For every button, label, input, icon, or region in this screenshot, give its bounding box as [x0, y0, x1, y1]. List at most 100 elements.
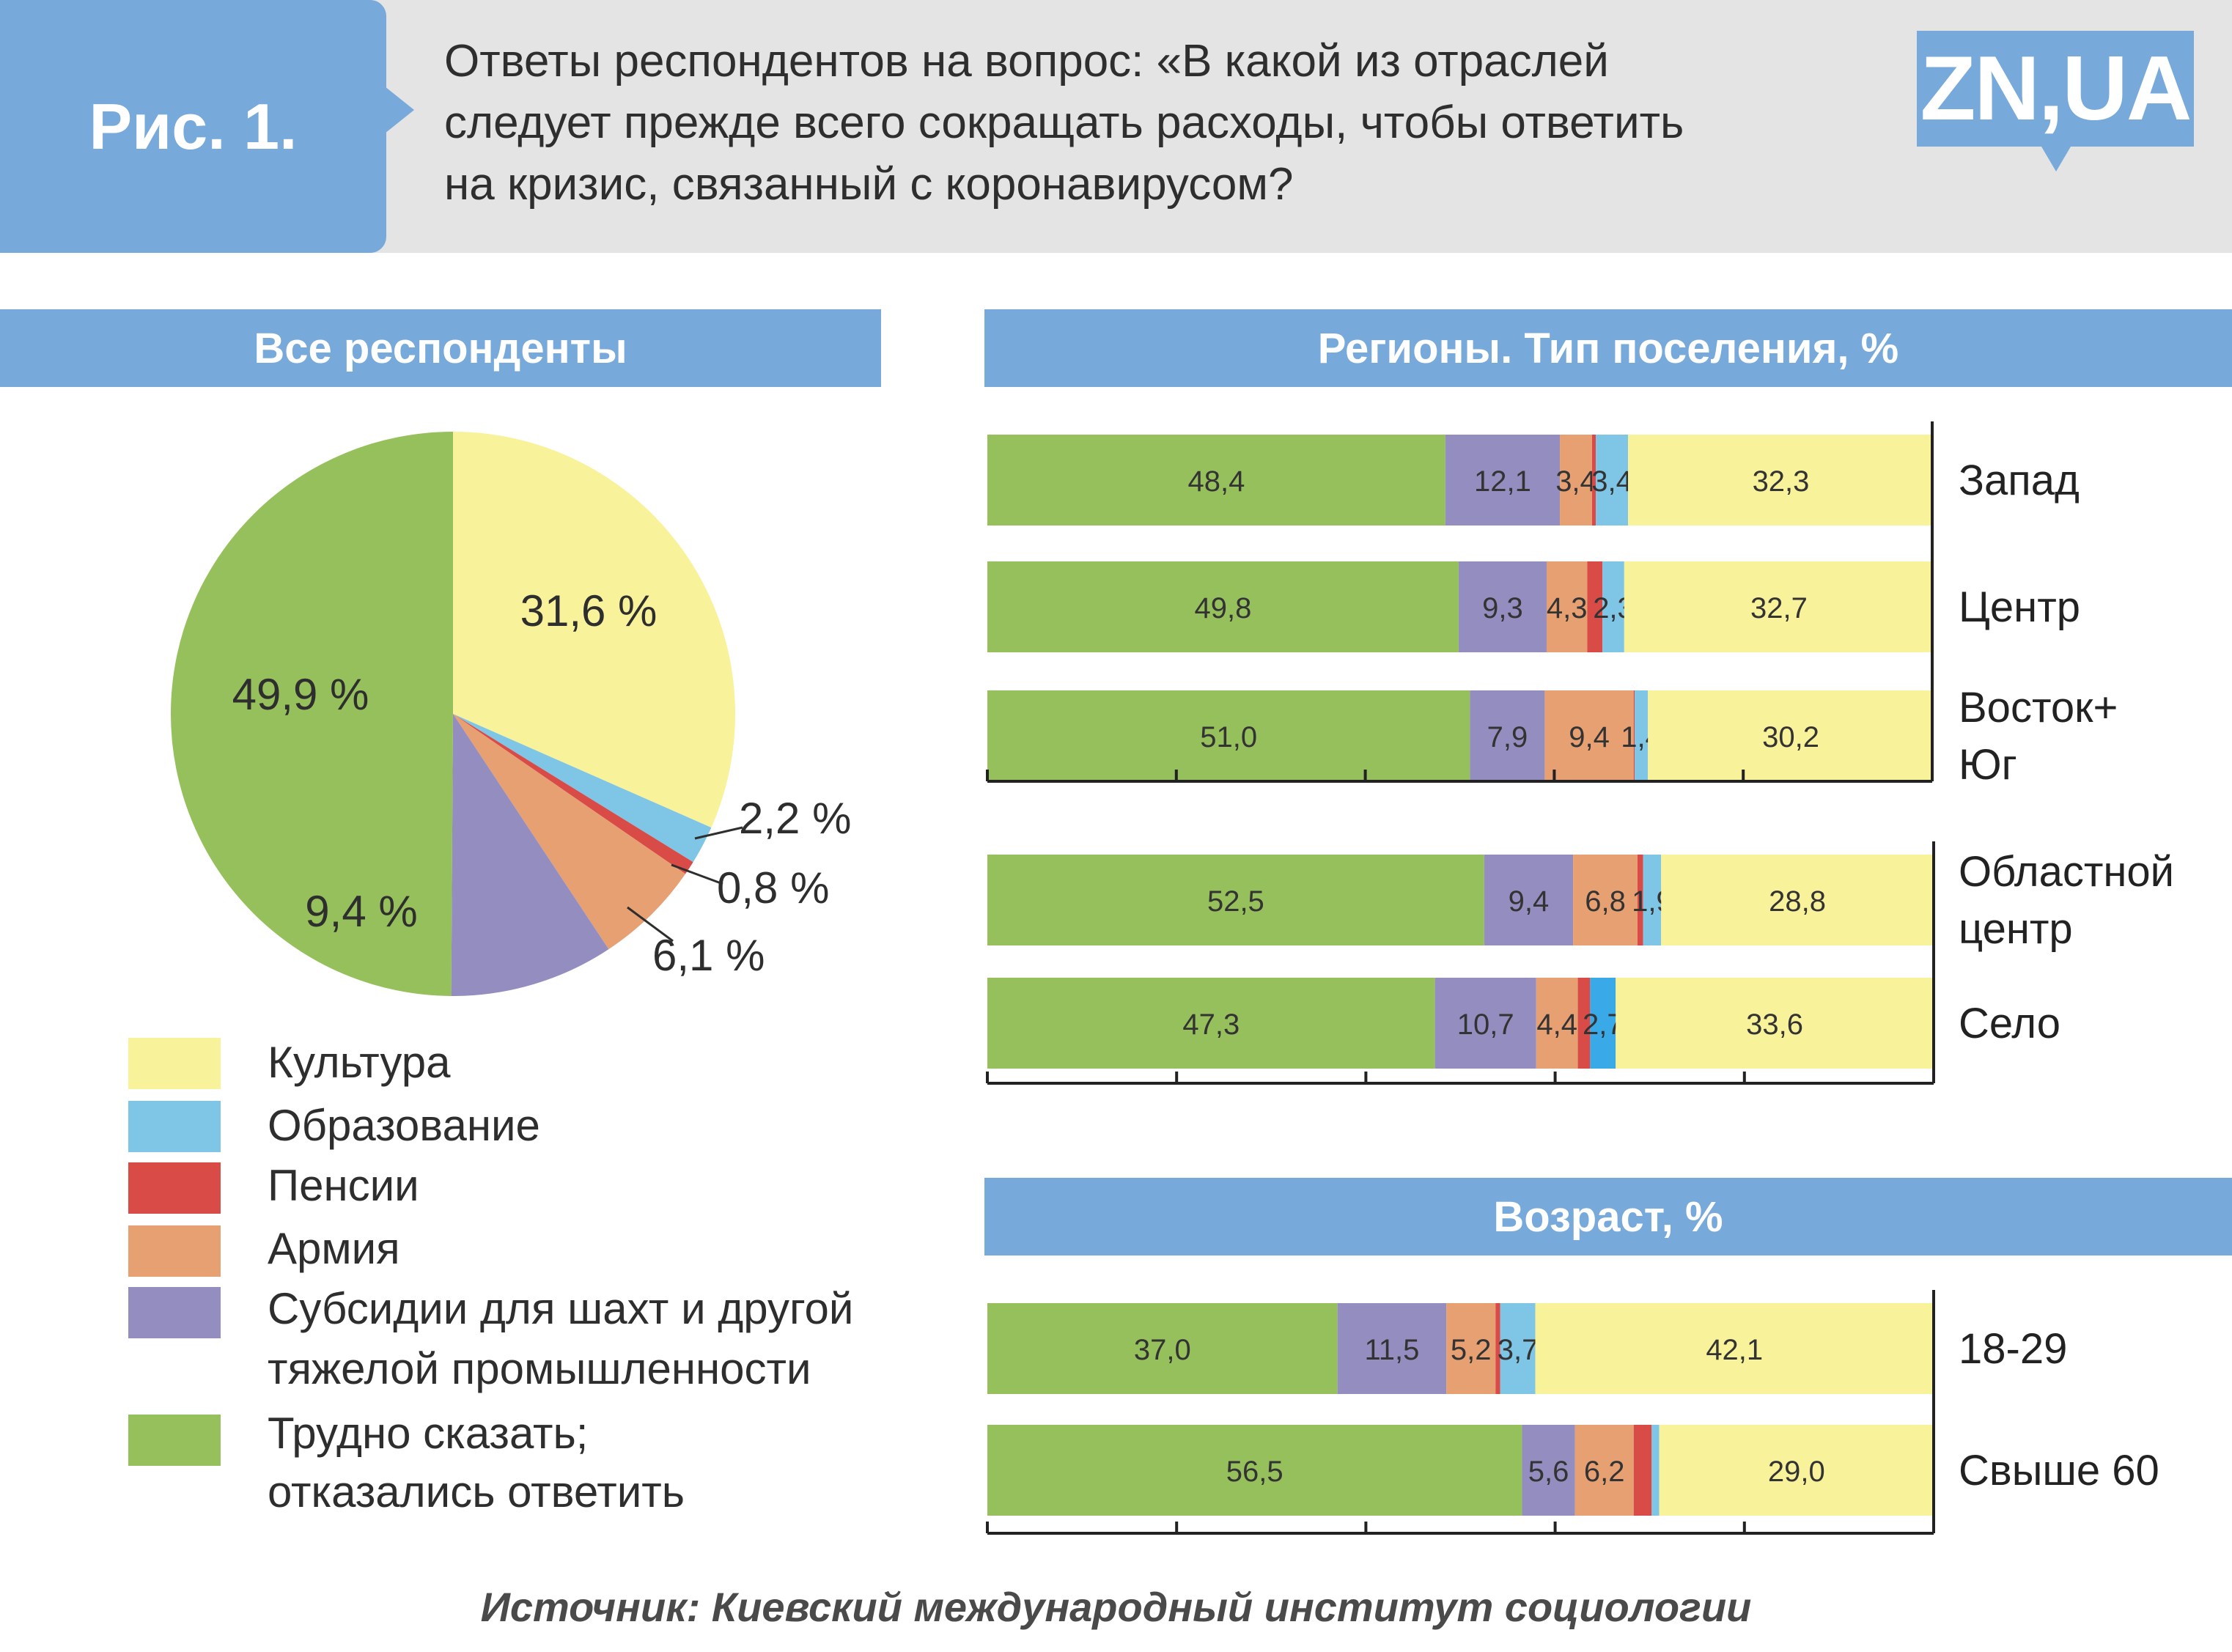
- pie-slice-subsidies: [451, 714, 609, 996]
- bar-value-label: 32,7: [1750, 592, 1808, 624]
- bar-segment-hard-to-say: [987, 435, 1445, 526]
- bar-value-label: 47,3: [1182, 1008, 1240, 1041]
- pie-slice-hard-to-say: [171, 432, 453, 996]
- pie-label-subsidies: 9,4 %: [305, 887, 417, 936]
- bar-value-label: 3,4: [1555, 465, 1596, 498]
- bar-value-label: 3,4: [1591, 465, 1632, 498]
- bar-category-label: Областной: [1959, 848, 2174, 896]
- bar-value-label: 9,3: [1482, 592, 1523, 624]
- bar-segment-pensions: [1591, 435, 1596, 526]
- bar-segment-subsidies: [1337, 1303, 1447, 1394]
- bar-segment-subsidies: [1458, 561, 1547, 652]
- bar-segment-army: [1546, 561, 1588, 652]
- section-title-age: Возраст, %: [984, 1178, 2232, 1255]
- bar-segment-hard-to-say: [987, 561, 1459, 652]
- bar-category-label: 18-29: [1959, 1325, 2067, 1373]
- bar-segment-education: [1596, 435, 1629, 526]
- bar-segment-army: [1544, 690, 1634, 781]
- figure-label-pointer: [385, 86, 414, 133]
- bar-value-label: 30,2: [1762, 721, 1819, 753]
- bar-segment-pensions: [1577, 978, 1591, 1069]
- legend-swatch: [128, 1162, 221, 1214]
- question-line: следует прежде всего сокращать расходы, …: [444, 97, 1684, 148]
- bar-segment-subsidies: [1470, 690, 1545, 781]
- bar-value-label: 32,3: [1753, 465, 1810, 498]
- bar-category-label: Запад: [1959, 457, 2080, 504]
- bar-value-label: 12,1: [1474, 465, 1531, 498]
- bar-value-label: 9,4: [1569, 721, 1610, 753]
- bar-segment-hard-to-say: [987, 855, 1484, 945]
- bar-segment-subsidies: [1434, 978, 1536, 1069]
- legend-label: Культура: [268, 1038, 451, 1087]
- bar-segment-culture: [1624, 561, 1934, 652]
- pie-label-hard-to-say: 49,9 %: [232, 670, 369, 719]
- bar-segment-education: [1602, 561, 1624, 652]
- bar-value-label: 6,2: [1584, 1456, 1625, 1488]
- legend-swatch: [128, 1287, 221, 1338]
- pie-slice-culture: [453, 432, 735, 828]
- bar-category-label: Свыше 60: [1959, 1447, 2159, 1494]
- legend-swatch: [128, 1101, 221, 1152]
- bar-segment-pensions: [1637, 855, 1643, 945]
- bar-segment-education: [1643, 855, 1662, 945]
- pie-slice-pensions: [453, 714, 693, 874]
- bar-segment-education: [1590, 978, 1616, 1069]
- bar-value-label: 5,2: [1451, 1334, 1492, 1366]
- bar-segment-culture: [1616, 978, 1934, 1069]
- bar-value-label: 29,0: [1768, 1456, 1825, 1488]
- bar-segment-hard-to-say: [987, 978, 1435, 1069]
- bar-segment-culture: [1628, 435, 1934, 526]
- bar-value-label: 33,6: [1746, 1008, 1803, 1041]
- bar-segment-pensions: [1587, 561, 1603, 652]
- bar-segment-pensions: [1495, 1303, 1500, 1394]
- pie-chart: 31,6 % 2,2 % 0,8 % 6,1 % 9,4 % 49,9 %: [171, 432, 851, 996]
- bar-segment-army: [1573, 855, 1638, 945]
- bar-segment-pensions: [1633, 1425, 1652, 1516]
- bar-category-label: Юг: [1959, 741, 2017, 789]
- legend-label: Образование: [268, 1101, 540, 1150]
- bar-value-label: 10,7: [1457, 1008, 1514, 1041]
- bar-value-label: 11,5: [1364, 1334, 1419, 1366]
- bar-value-label: 52,5: [1207, 885, 1264, 918]
- bar-category-label: центр: [1959, 905, 2073, 953]
- bar-segment-subsidies: [1522, 1425, 1575, 1516]
- bar-segment-culture: [1661, 855, 1934, 945]
- legend-swatch: [128, 1225, 221, 1277]
- bar-segment-culture: [1659, 1425, 1934, 1516]
- bar-category-label: Центр: [1959, 583, 2080, 631]
- source-note: Источник: Киевский международный институ…: [480, 1584, 1752, 1630]
- bar-value-label: 7,9: [1487, 721, 1528, 753]
- bar-segment-education: [1635, 690, 1649, 781]
- legend-swatch: [128, 1415, 221, 1466]
- legend-label: Субсидии для шахт и другой: [268, 1284, 854, 1333]
- bar-segment-army: [1560, 435, 1592, 526]
- bar-value-label: 4,3: [1547, 592, 1588, 624]
- bar-value-label: 51,0: [1200, 721, 1257, 753]
- question-text: Ответы респондентов на вопрос: «В какой …: [444, 31, 1837, 215]
- bar-value-label: 48,4: [1187, 465, 1245, 498]
- bar-segment-culture: [1535, 1303, 1934, 1394]
- pie-slice-army: [453, 714, 686, 950]
- bar-segment-pensions: [1633, 690, 1635, 781]
- legend-label: тяжелой промышленности: [268, 1344, 811, 1393]
- bar-segment-culture: [1648, 690, 1934, 781]
- bar-segment-hard-to-say: [987, 690, 1470, 781]
- bar-value-label: 37,0: [1134, 1334, 1191, 1366]
- bar-segment-army: [1536, 978, 1578, 1069]
- pie-leader-line: [671, 863, 723, 885]
- legend-label: Пенсии: [268, 1161, 419, 1210]
- pie-label-culture: 31,6 %: [520, 586, 658, 635]
- pie-label-army: 6,1 %: [652, 931, 765, 980]
- bar-value-label: 56,5: [1226, 1456, 1283, 1488]
- pie-label-pensions: 0,8 %: [717, 863, 829, 912]
- bar-value-label: 28,8: [1769, 885, 1826, 918]
- question-line: Ответы респондентов на вопрос: «В какой …: [444, 36, 1609, 86]
- bar-segment-hard-to-say: [987, 1303, 1338, 1394]
- legend-label: отказались ответить: [268, 1467, 685, 1516]
- znua-logo: ZN,UA: [1917, 31, 2194, 147]
- pie-leader-line: [694, 826, 743, 840]
- bar-segment-education: [1500, 1303, 1536, 1394]
- bar-category-label: Село: [1959, 1000, 2060, 1047]
- bar-value-label: 6,8: [1585, 885, 1626, 918]
